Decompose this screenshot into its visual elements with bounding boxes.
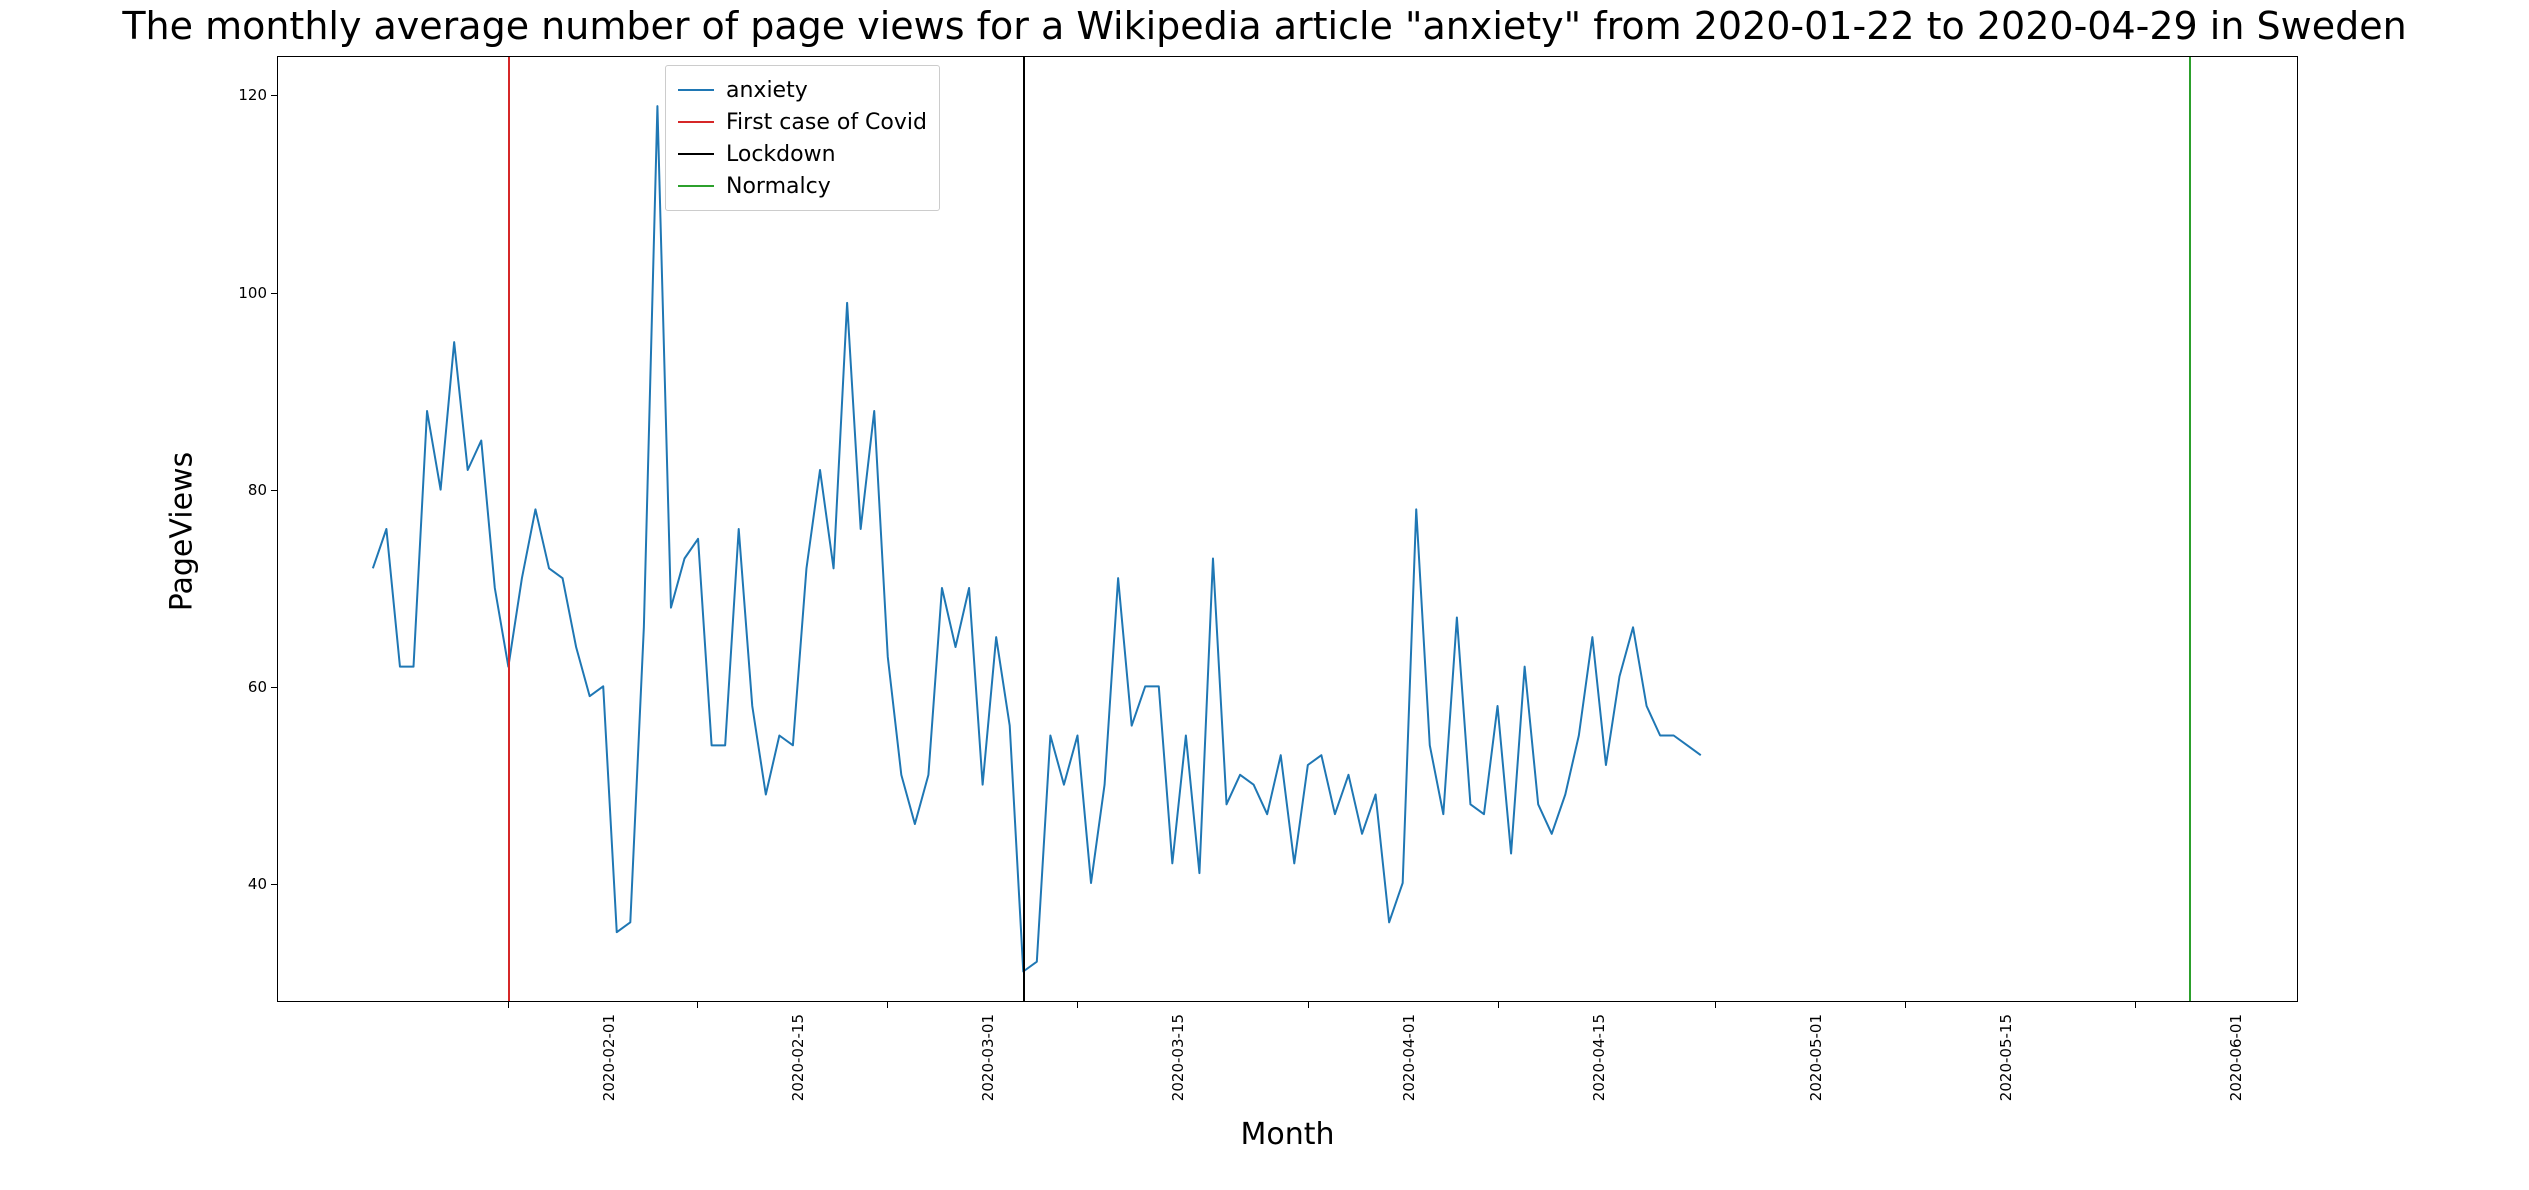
y-tick-mark [271,884,277,885]
plot-area [277,56,2298,1002]
line-series-svg [278,57,2297,1001]
y-tick-label: 60 [237,678,267,696]
x-tick-mark [508,1002,509,1008]
y-tick-label: 120 [237,86,267,104]
x-tick-mark [1905,1002,1906,1008]
y-tick-label: 40 [237,875,267,893]
y-tick-mark [271,687,277,688]
legend-item: Normalcy [678,170,927,202]
legend-swatch [678,121,714,123]
x-tick-mark [697,1002,698,1008]
legend-label: anxiety [726,78,808,103]
legend-swatch [678,153,714,155]
vline-lockdown [1023,57,1025,1001]
legend-item: Lockdown [678,138,927,170]
y-tick-mark [271,95,277,96]
legend-label: First case of Covid [726,110,927,135]
vline-first-case-of-covid [508,57,510,1001]
legend-item: anxiety [678,74,927,106]
vline-normalcy [2189,57,2191,1001]
y-tick-mark [271,490,277,491]
x-axis-label: Month [1208,1117,1368,1152]
x-tick-label: 2020-02-15 [790,1014,808,1101]
x-tick-label: 2020-04-15 [1590,1014,1608,1101]
y-tick-mark [271,293,277,294]
x-tick-label: 2020-02-01 [600,1014,618,1101]
legend-label: Normalcy [726,174,831,199]
legend-swatch [678,185,714,187]
legend-swatch [678,89,714,91]
x-tick-mark [1077,1002,1078,1008]
x-tick-mark [1308,1002,1309,1008]
legend-label: Lockdown [726,142,836,167]
legend-item: First case of Covid [678,106,927,138]
y-tick-label: 80 [237,481,267,499]
x-tick-mark [887,1002,888,1008]
x-tick-mark [1498,1002,1499,1008]
x-tick-mark [1715,1002,1716,1008]
y-axis-label: PageViews [165,452,200,612]
x-tick-label: 2020-03-15 [1169,1014,1187,1101]
x-tick-label: 2020-05-01 [1807,1014,1825,1101]
chart-container: The monthly average number of page views… [0,0,2529,1190]
series-line-anxiety [373,106,1701,971]
chart-title: The monthly average number of page views… [0,4,2529,48]
y-tick-label: 100 [237,284,267,302]
x-tick-label: 2020-06-01 [2227,1014,2245,1101]
legend: anxiety First case of Covid Lockdown Normal… [665,65,940,211]
x-tick-mark [2135,1002,2136,1008]
x-tick-label: 2020-04-01 [1400,1014,1418,1101]
x-tick-label: 2020-05-15 [1997,1014,2015,1101]
x-tick-label: 2020-03-01 [980,1014,998,1101]
